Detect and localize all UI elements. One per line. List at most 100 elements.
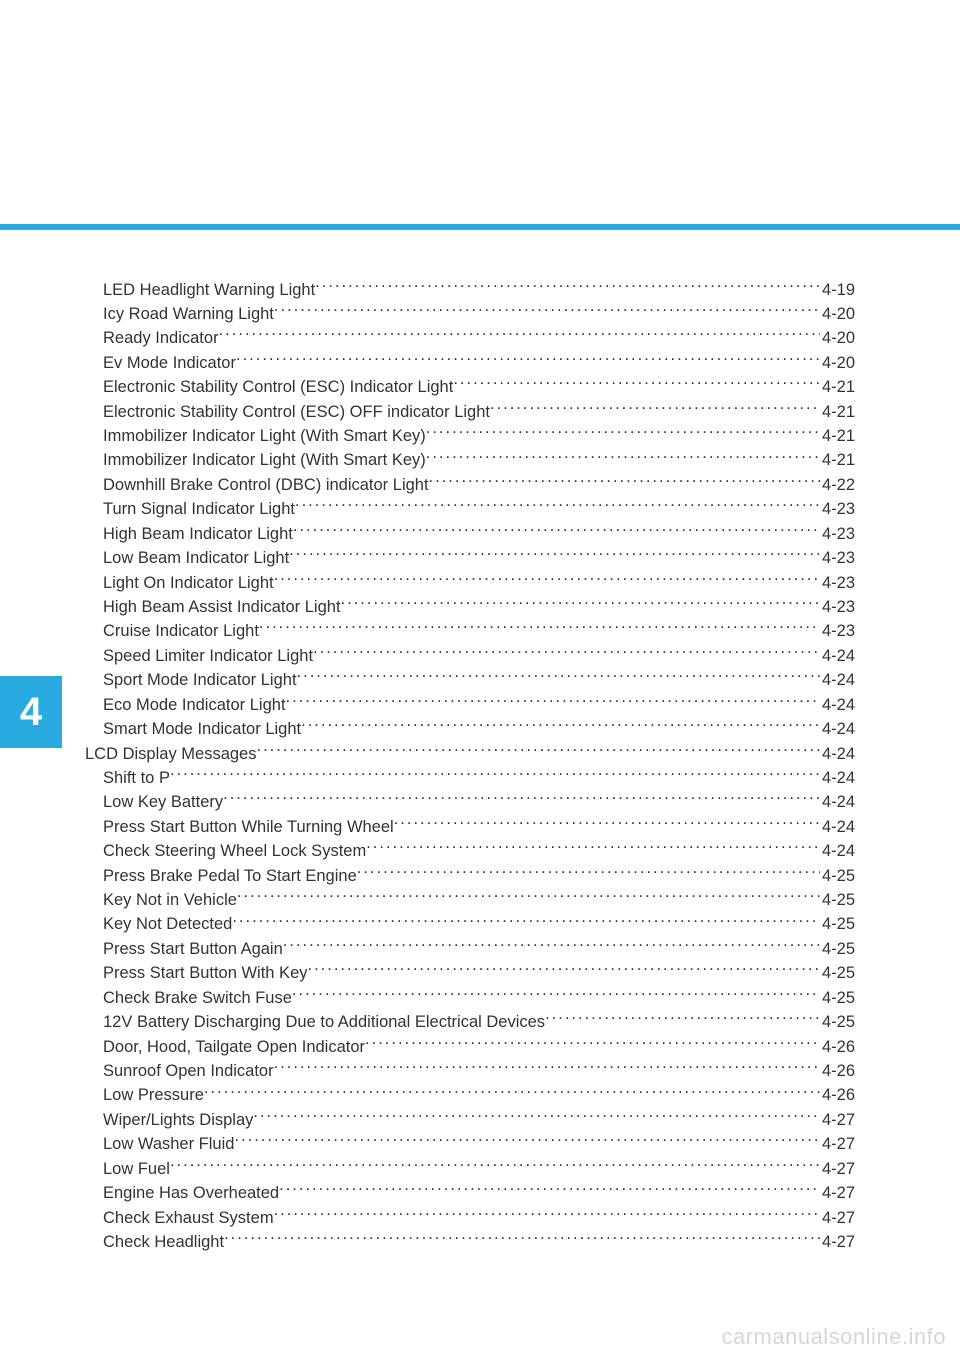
toc-row: Shift to P4-24 <box>85 766 855 790</box>
toc-row: Low Beam Indicator Light4-23 <box>85 547 855 571</box>
toc-row: Electronic Stability Control (ESC) OFF i… <box>85 400 855 424</box>
toc-page: 4-27 <box>820 1133 855 1157</box>
toc-label: Immobilizer Indicator Light (With Smart … <box>103 425 426 449</box>
toc-leader-dots <box>295 498 820 515</box>
toc-label: Press Start Button While Turning Wheel <box>103 816 394 840</box>
toc-leader-dots <box>274 1060 820 1077</box>
toc-label: Door, Hood, Tailgate Open Indicator <box>103 1036 365 1060</box>
toc-label: Ev Mode Indicator <box>103 352 236 376</box>
toc-row: Icy Road Warning Light4-20 <box>85 302 855 326</box>
watermark-text: carmanualsonline.info <box>721 1324 946 1350</box>
toc-page: 4-26 <box>820 1060 855 1084</box>
toc-label: Low Washer Fluid <box>103 1133 234 1157</box>
toc-label: Press Brake Pedal To Start Engine <box>103 865 357 889</box>
toc-label: Immobilizer Indicator Light (With Smart … <box>103 449 426 473</box>
toc-leader-dots <box>259 620 820 637</box>
toc-leader-dots <box>237 889 820 906</box>
toc-page: 4-23 <box>820 498 855 522</box>
toc-page: 4-20 <box>820 352 855 376</box>
toc-page: 4-21 <box>820 376 855 400</box>
toc-row: High Beam Indicator Light4-23 <box>85 522 855 546</box>
toc-page: 4-25 <box>820 962 855 986</box>
toc-label: Check Brake Switch Fuse <box>103 987 292 1011</box>
toc-page: 4-25 <box>820 913 855 937</box>
toc-page: 4-24 <box>820 718 855 742</box>
toc-row: High Beam Assist Indicator Light4-23 <box>85 595 855 619</box>
toc-row: Key Not in Vehicle4-25 <box>85 889 855 913</box>
toc-leader-dots <box>293 522 820 539</box>
toc-page: 4-24 <box>820 669 855 693</box>
toc-row: Low Pressure4-26 <box>85 1084 855 1108</box>
toc-leader-dots <box>426 425 820 442</box>
toc-label: Press Start Button Again <box>103 938 283 962</box>
toc-row: LCD Display Messages4-24 <box>85 742 855 766</box>
toc-leader-dots <box>256 742 819 759</box>
toc-label: Turn Signal Indicator Light <box>103 498 295 522</box>
toc-leader-dots <box>313 644 820 661</box>
toc-label: Downhill Brake Control (DBC) indicator L… <box>103 474 429 498</box>
toc-leader-dots <box>301 718 820 735</box>
toc-page: 4-23 <box>820 572 855 596</box>
toc-label: LED Headlight Warning Light <box>103 279 315 303</box>
toc-page: 4-19 <box>820 279 855 303</box>
toc-page: 4-24 <box>820 840 855 864</box>
toc-row: Press Start Button While Turning Wheel4-… <box>85 815 855 839</box>
toc-label: Ready Indicator <box>103 327 219 351</box>
toc-leader-dots <box>223 791 820 808</box>
toc-label: Press Start Button With Key <box>103 962 308 986</box>
toc-row: Smart Mode Indicator Light4-24 <box>85 718 855 742</box>
toc-row: Immobilizer Indicator Light (With Smart … <box>85 425 855 449</box>
toc-page: 4-21 <box>820 449 855 473</box>
toc-label: Speed Limiter Indicator Light <box>103 645 313 669</box>
toc-row: Press Start Button With Key 4-25 <box>85 962 855 986</box>
toc-leader-dots <box>274 1206 820 1223</box>
toc-leader-dots <box>224 1230 820 1247</box>
toc-row: Door, Hood, Tailgate Open Indicator4-26 <box>85 1035 855 1059</box>
toc-page: 4-27 <box>820 1182 855 1206</box>
toc-row: Check Exhaust System4-27 <box>85 1206 855 1230</box>
toc-page: 4-21 <box>820 401 855 425</box>
toc-row: 12V Battery Discharging Due to Additiona… <box>85 1011 855 1035</box>
toc-page: 4-23 <box>820 596 855 620</box>
chapter-tab: 4 <box>0 676 62 748</box>
toc-leader-dots <box>286 693 820 710</box>
toc-leader-dots <box>426 449 820 466</box>
toc-row: Ev Mode Indicator 4-20 <box>85 351 855 375</box>
toc-leader-dots <box>394 815 820 832</box>
toc-row: Engine Has Overheated4-27 <box>85 1182 855 1206</box>
toc-leader-dots <box>545 1011 820 1028</box>
toc-row: Sport Mode Indicator Light 4-24 <box>85 669 855 693</box>
toc-label: Light On Indicator Light <box>103 572 274 596</box>
toc-leader-dots <box>315 278 820 295</box>
toc-label: 12V Battery Discharging Due to Additiona… <box>103 1011 545 1035</box>
toc-label: Low Key Battery <box>103 791 223 815</box>
toc-leader-dots <box>274 571 820 588</box>
toc-leader-dots <box>170 1157 820 1174</box>
toc-page: 4-24 <box>820 694 855 718</box>
toc-label: Low Beam Indicator Light <box>103 547 289 571</box>
toc-leader-dots <box>292 986 820 1003</box>
toc-label: Check Headlight <box>103 1231 224 1255</box>
toc-page: 4-27 <box>820 1231 855 1255</box>
toc-label: Wiper/Lights Display <box>103 1109 253 1133</box>
toc-row: Immobilizer Indicator Light (With Smart … <box>85 449 855 473</box>
toc-row: Ready Indicator4-20 <box>85 327 855 351</box>
toc-page: 4-24 <box>820 645 855 669</box>
toc-label: Sport Mode Indicator Light <box>103 669 297 693</box>
toc-label: High Beam Indicator Light <box>103 523 293 547</box>
toc-leader-dots <box>219 327 820 344</box>
toc-row: Cruise Indicator Light4-23 <box>85 620 855 644</box>
toc-row: Speed Limiter Indicator Light 4-24 <box>85 644 855 668</box>
toc-leader-dots <box>453 376 820 393</box>
toc-leader-dots <box>357 864 820 881</box>
toc-leader-dots <box>308 962 820 979</box>
toc-row: Check Brake Switch Fuse4-25 <box>85 986 855 1010</box>
toc-leader-dots <box>366 840 820 857</box>
toc-leader-dots <box>365 1035 820 1052</box>
toc-leader-dots <box>274 302 820 319</box>
toc-leader-dots <box>429 473 820 490</box>
toc-leader-dots <box>236 351 820 368</box>
toc-page: 4-25 <box>820 1011 855 1035</box>
toc-label: Check Exhaust System <box>103 1207 274 1231</box>
toc-label: Key Not in Vehicle <box>103 889 237 913</box>
